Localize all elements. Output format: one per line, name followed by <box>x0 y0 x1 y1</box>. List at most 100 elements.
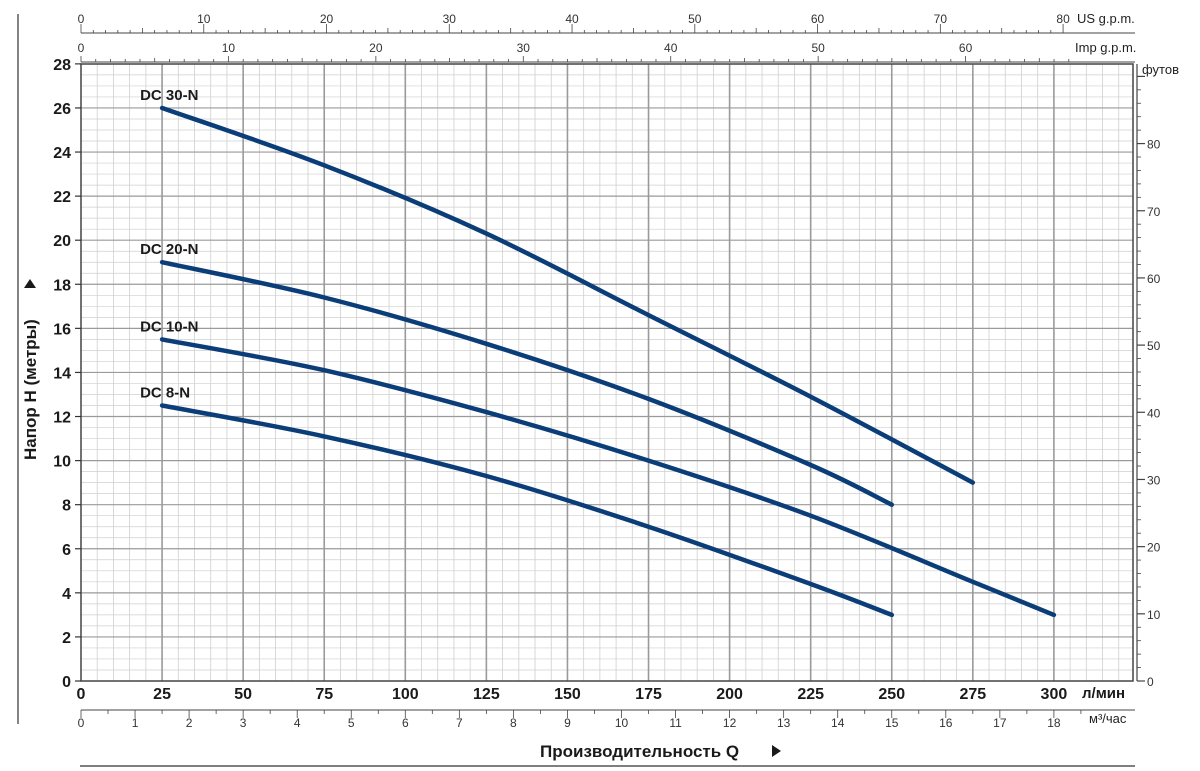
right-tick-label: 0 <box>1147 675 1154 689</box>
y-tick-label: 8 <box>62 498 71 515</box>
y-tick-label: 20 <box>53 233 71 250</box>
bottom-m3-tick-label: 11 <box>669 716 682 730</box>
top-us-tick-label: 20 <box>320 12 334 26</box>
x-tick-label: 300 <box>1041 686 1068 703</box>
y-axis-title: Напор H (метры) <box>21 319 40 460</box>
bottom-m3-tick-label: 1 <box>132 716 139 730</box>
y-tick-label: 2 <box>62 630 71 647</box>
y-tick-label: 28 <box>53 57 71 74</box>
x-axis-title-group: Производительность Q <box>540 742 781 761</box>
right-tick-label: 60 <box>1147 272 1161 286</box>
y-tick-label: 24 <box>53 145 71 162</box>
x-tick-label: 275 <box>959 686 986 703</box>
y-tick-label: 18 <box>53 277 71 294</box>
top-imp-unit-label: Imp g.p.m. <box>1075 40 1136 55</box>
top-us-tick-label: 60 <box>811 12 825 26</box>
x-axis-arrow-icon <box>772 745 781 757</box>
series-label-3: DC 10-N <box>140 318 198 335</box>
bottom-m3-tick-label: 6 <box>402 716 409 730</box>
x-tick-label: 200 <box>716 686 743 703</box>
x-tick-label: 75 <box>315 686 333 703</box>
top-axis-us-gpm: 0 10 20 30 40 50 60 70 80 <box>78 12 1135 34</box>
bottom-m3-tick-label: 16 <box>939 716 953 730</box>
x-tick-label: 150 <box>554 686 581 703</box>
top-imp-tick-label: 30 <box>517 41 531 55</box>
bottom-m3-tick-label: 0 <box>78 716 85 730</box>
y-tick-label: 22 <box>53 189 71 206</box>
y-tick-label: 26 <box>53 101 71 118</box>
top-imp-tick-label: 10 <box>222 41 236 55</box>
top-us-tick-label: 70 <box>934 12 948 26</box>
x-tick-label: 0 <box>77 686 86 703</box>
right-axis-feet: 0 10 20 30 40 50 60 70 80 <box>1136 64 1161 689</box>
bottom-m3-tick-label: 18 <box>1047 716 1061 730</box>
series-line-4 <box>159 403 895 618</box>
bottom-m3-tick-label: 12 <box>723 716 737 730</box>
series-line-2 <box>159 259 895 507</box>
bottom-m3-tick-label: 7 <box>456 716 463 730</box>
x-tick-label: 125 <box>473 686 500 703</box>
y-tick-label: 16 <box>53 321 71 338</box>
top-imp-tick-label: 0 <box>78 41 85 55</box>
x-axis-title: Производительность Q <box>540 742 739 761</box>
y-tick-label: 12 <box>53 410 71 427</box>
top-imp-tick-label: 50 <box>811 41 825 55</box>
bottom-axis-m3h: 0 1 2 3 4 5 6 7 8 9 10 11 12 13 14 15 16 17 18 <box>78 709 1135 730</box>
y-tick-label: 0 <box>62 674 71 691</box>
right-tick-label: 40 <box>1147 406 1161 420</box>
bottom-m3-tick-label: 5 <box>348 716 355 730</box>
top-imp-tick-label: 40 <box>664 41 678 55</box>
series-label-2: DC 20-N <box>140 241 198 258</box>
y-tick-label: 10 <box>53 454 71 471</box>
series-lines <box>159 105 1057 618</box>
x-tick-label: 50 <box>234 686 252 703</box>
y-tick-label: 4 <box>62 586 71 603</box>
series-line-1 <box>159 105 976 485</box>
series-label-1: DC 30-N <box>140 87 198 104</box>
top-us-tick-label: 80 <box>1056 12 1070 26</box>
series-line-3 <box>159 337 1057 618</box>
x-unit-label: л/мин <box>1082 685 1125 702</box>
top-us-unit-label: US g.p.m. <box>1077 11 1135 26</box>
series-labels: DC 30-N DC 20-N DC 10-N DC 8-N <box>140 87 198 402</box>
x-tick-label: 100 <box>392 686 419 703</box>
bottom-m3-tick-label: 10 <box>615 716 629 730</box>
top-us-tick-label: 0 <box>78 12 85 26</box>
bottom-m3-tick-label: 4 <box>294 716 301 730</box>
bottom-m3-tick-label: 2 <box>186 716 193 730</box>
top-us-tick-label: 50 <box>688 12 702 26</box>
top-imp-tick-label: 60 <box>959 41 973 55</box>
right-tick-label: 80 <box>1147 138 1161 152</box>
y-tick-label: 14 <box>53 365 71 382</box>
right-tick-label: 70 <box>1147 205 1161 219</box>
y-tick-label: 6 <box>62 542 71 559</box>
top-us-tick-label: 30 <box>443 12 457 26</box>
y-axis-title-group: Напор H (метры) <box>21 279 40 460</box>
bottom-m3-tick-label: 17 <box>993 716 1007 730</box>
bottom-m3-tick-label: 8 <box>510 716 517 730</box>
x-tick-label: 250 <box>878 686 905 703</box>
bottom-m3-tick-label: 9 <box>564 716 571 730</box>
major-grid <box>81 64 1133 681</box>
bottom-m3-tick-label: 15 <box>885 716 899 730</box>
bottom-m3-unit-label: м³/час <box>1089 711 1127 726</box>
x-tick-label: 25 <box>153 686 171 703</box>
x-axis-ticks: 0 25 50 75 100 125 150 175 200 225 250 275 300 <box>77 686 1068 703</box>
right-tick-label: 20 <box>1147 541 1161 555</box>
x-tick-label: 175 <box>635 686 662 703</box>
right-unit-label: футов <box>1142 62 1179 77</box>
y-axis-arrow-icon <box>24 279 36 288</box>
top-axis-imp-gpm: 0 10 20 30 40 50 60 <box>78 41 1135 63</box>
right-tick-label: 10 <box>1147 608 1161 622</box>
bottom-m3-tick-label: 3 <box>240 716 247 730</box>
right-tick-label: 30 <box>1147 473 1161 487</box>
series-label-4: DC 8-N <box>140 385 190 402</box>
x-tick-label: 225 <box>797 686 824 703</box>
bottom-m3-tick-label: 13 <box>777 716 791 730</box>
top-imp-tick-label: 20 <box>369 41 383 55</box>
bottom-m3-tick-label: 14 <box>831 716 845 730</box>
top-us-tick-label: 10 <box>197 12 211 26</box>
right-tick-label: 50 <box>1147 339 1161 353</box>
